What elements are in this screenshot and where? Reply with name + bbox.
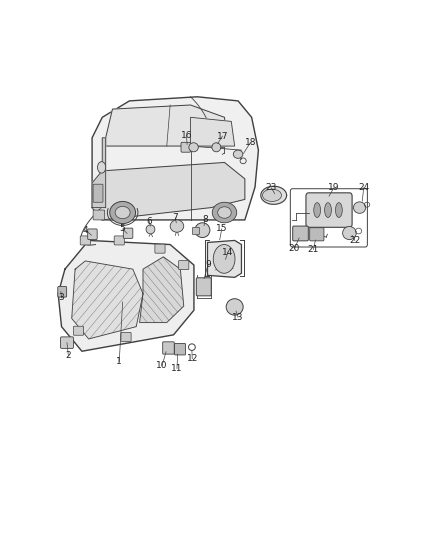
- Text: 1: 1: [117, 357, 122, 366]
- Text: 10: 10: [156, 361, 168, 370]
- Text: 5: 5: [120, 224, 126, 233]
- Ellipse shape: [146, 225, 155, 234]
- Ellipse shape: [98, 161, 106, 173]
- Text: 22: 22: [349, 236, 360, 245]
- FancyBboxPatch shape: [74, 326, 84, 335]
- FancyBboxPatch shape: [93, 210, 105, 220]
- FancyBboxPatch shape: [179, 261, 189, 270]
- Ellipse shape: [212, 202, 237, 223]
- Ellipse shape: [353, 202, 366, 213]
- Polygon shape: [92, 163, 245, 220]
- Polygon shape: [92, 138, 106, 207]
- FancyBboxPatch shape: [114, 236, 124, 245]
- Text: 9: 9: [205, 260, 211, 269]
- Polygon shape: [72, 261, 143, 339]
- Text: 7: 7: [173, 213, 178, 222]
- Polygon shape: [261, 186, 286, 204]
- FancyBboxPatch shape: [155, 244, 165, 253]
- Polygon shape: [106, 105, 228, 146]
- Ellipse shape: [262, 189, 282, 201]
- Ellipse shape: [170, 220, 184, 232]
- FancyBboxPatch shape: [196, 278, 211, 296]
- Text: 20: 20: [289, 244, 300, 253]
- Ellipse shape: [115, 206, 130, 219]
- Ellipse shape: [336, 203, 342, 217]
- Text: 15: 15: [216, 224, 227, 233]
- FancyBboxPatch shape: [162, 342, 174, 354]
- Polygon shape: [92, 97, 258, 220]
- Text: 11: 11: [171, 364, 183, 373]
- Text: 13: 13: [232, 313, 244, 322]
- Text: 19: 19: [328, 183, 339, 192]
- Ellipse shape: [195, 223, 210, 238]
- Ellipse shape: [218, 207, 231, 219]
- FancyBboxPatch shape: [121, 333, 131, 342]
- FancyBboxPatch shape: [310, 228, 324, 241]
- Ellipse shape: [213, 245, 235, 273]
- Ellipse shape: [212, 143, 221, 152]
- Polygon shape: [208, 240, 241, 277]
- FancyBboxPatch shape: [60, 337, 74, 349]
- Ellipse shape: [343, 227, 356, 240]
- FancyBboxPatch shape: [88, 229, 97, 240]
- Text: 3: 3: [59, 293, 64, 302]
- Text: 4: 4: [82, 225, 88, 235]
- Text: 14: 14: [222, 248, 233, 257]
- Text: 16: 16: [181, 131, 192, 140]
- Ellipse shape: [325, 203, 332, 217]
- Text: 24: 24: [358, 183, 369, 192]
- Polygon shape: [58, 240, 194, 351]
- Text: 2: 2: [66, 351, 71, 360]
- FancyBboxPatch shape: [58, 286, 67, 297]
- Text: 23: 23: [265, 183, 277, 192]
- FancyBboxPatch shape: [80, 236, 90, 245]
- Text: 8: 8: [202, 215, 208, 224]
- Ellipse shape: [314, 203, 321, 217]
- FancyBboxPatch shape: [175, 343, 185, 355]
- FancyBboxPatch shape: [306, 193, 352, 227]
- Ellipse shape: [189, 143, 198, 152]
- FancyBboxPatch shape: [124, 228, 133, 238]
- FancyBboxPatch shape: [293, 226, 308, 241]
- FancyBboxPatch shape: [181, 142, 191, 152]
- Text: 17: 17: [217, 132, 228, 141]
- Polygon shape: [140, 257, 184, 322]
- Text: 18: 18: [244, 138, 256, 147]
- Ellipse shape: [233, 150, 243, 158]
- Polygon shape: [191, 117, 235, 146]
- Text: 6: 6: [146, 216, 152, 225]
- Text: 12: 12: [187, 354, 198, 363]
- FancyBboxPatch shape: [93, 184, 103, 202]
- Ellipse shape: [226, 298, 243, 315]
- Text: 21: 21: [308, 245, 319, 254]
- FancyBboxPatch shape: [193, 227, 199, 235]
- Ellipse shape: [110, 201, 135, 224]
